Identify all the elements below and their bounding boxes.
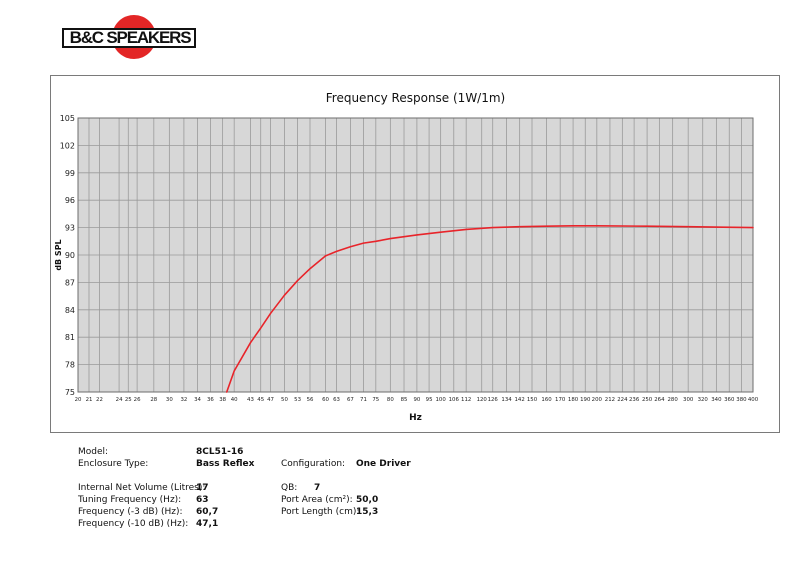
qb-value: 7 bbox=[314, 483, 321, 493]
volume-value: 17 bbox=[196, 483, 209, 493]
f3-label: Frequency (-3 dB) (Hz): bbox=[78, 507, 183, 517]
x-tick-label: 400 bbox=[748, 397, 759, 403]
x-tick-label: 45 bbox=[257, 397, 264, 403]
x-tick-label: 280 bbox=[667, 397, 678, 403]
y-tick-label: 87 bbox=[65, 278, 75, 287]
model-value: 8CL51-16 bbox=[196, 447, 244, 457]
f10-label: Frequency (-10 dB) (Hz): bbox=[78, 519, 189, 529]
y-tick-label: 96 bbox=[65, 196, 75, 205]
x-tick-label: 120 bbox=[477, 397, 488, 403]
f10-value: 47,1 bbox=[196, 519, 219, 529]
x-tick-label: 236 bbox=[629, 397, 640, 403]
port-length-value: 15,3 bbox=[356, 507, 379, 517]
volume-label: Internal Net Volume (Litres): bbox=[78, 483, 206, 493]
y-tick-label: 81 bbox=[65, 333, 75, 342]
x-tick-label: 20 bbox=[75, 397, 82, 403]
x-tick-label: 100 bbox=[435, 397, 446, 403]
x-tick-label: 106 bbox=[449, 397, 460, 403]
tuning-label: Tuning Frequency (Hz): bbox=[78, 495, 182, 505]
x-tick-label: 224 bbox=[617, 397, 628, 403]
x-tick-label: 180 bbox=[568, 397, 579, 403]
x-tick-label: 170 bbox=[555, 397, 566, 403]
x-tick-label: 360 bbox=[724, 397, 735, 403]
configuration-value: One Driver bbox=[356, 459, 411, 469]
x-tick-label: 36 bbox=[207, 397, 214, 403]
x-tick-label: 190 bbox=[580, 397, 591, 403]
port-area-label: Port Area (cm²): bbox=[281, 495, 353, 505]
response-curve bbox=[225, 224, 754, 393]
x-tick-label: 21 bbox=[86, 397, 93, 403]
x-tick-label: 95 bbox=[426, 397, 433, 403]
x-tick-label: 63 bbox=[333, 397, 340, 403]
x-tick-label: 25 bbox=[125, 397, 132, 403]
x-tick-label: 320 bbox=[698, 397, 709, 403]
x-tick-label: 134 bbox=[501, 397, 512, 403]
x-tick-label: 112 bbox=[461, 397, 471, 403]
qb-label: QB: bbox=[281, 483, 298, 493]
x-tick-label: 43 bbox=[247, 397, 254, 403]
x-tick-label: 71 bbox=[360, 397, 367, 403]
port-area-value: 50,0 bbox=[356, 495, 379, 505]
y-axis-label: dB SPL bbox=[54, 239, 63, 270]
f3-value: 60,7 bbox=[196, 507, 219, 517]
port-length-label: Port Length (cm): bbox=[281, 507, 360, 517]
x-tick-label: 28 bbox=[150, 397, 157, 403]
x-tick-label: 22 bbox=[96, 397, 103, 403]
x-tick-label: 56 bbox=[307, 397, 314, 403]
tuning-value: 63 bbox=[196, 495, 209, 505]
x-tick-label: 264 bbox=[654, 397, 665, 403]
logo-band bbox=[62, 28, 196, 48]
enclosure-label: Enclosure Type: bbox=[78, 459, 149, 469]
y-tick-label: 90 bbox=[65, 251, 75, 260]
x-tick-label: 24 bbox=[116, 397, 123, 403]
x-tick-label: 90 bbox=[413, 397, 420, 403]
x-tick-label: 26 bbox=[134, 397, 141, 403]
x-tick-label: 75 bbox=[372, 397, 379, 403]
x-tick-label: 50 bbox=[281, 397, 288, 403]
x-tick-label: 126 bbox=[488, 397, 499, 403]
x-tick-label: 150 bbox=[527, 397, 538, 403]
x-tick-label: 53 bbox=[294, 397, 301, 403]
y-tick-label: 84 bbox=[65, 306, 75, 315]
x-tick-label: 160 bbox=[541, 397, 552, 403]
x-tick-label: 85 bbox=[401, 397, 408, 403]
model-label: Model: bbox=[78, 447, 109, 457]
plot-border bbox=[77, 117, 754, 393]
x-tick-label: 67 bbox=[347, 397, 354, 403]
x-tick-label: 300 bbox=[683, 397, 694, 403]
y-tick-label: 99 bbox=[65, 169, 75, 178]
enclosure-value: Bass Reflex bbox=[196, 459, 255, 469]
brand-logo: B&C SPEAKERS bbox=[62, 15, 202, 63]
y-tick-label: 105 bbox=[60, 114, 75, 123]
y-tick-label: 75 bbox=[65, 388, 75, 397]
x-axis-label: Hz bbox=[409, 413, 422, 423]
x-tick-label: 200 bbox=[592, 397, 603, 403]
x-tick-label: 142 bbox=[515, 397, 525, 403]
x-tick-label: 40 bbox=[231, 397, 238, 403]
x-tick-label: 47 bbox=[267, 397, 274, 403]
y-tick-label: 78 bbox=[65, 361, 75, 370]
x-tick-label: 34 bbox=[194, 397, 201, 403]
x-tick-label: 380 bbox=[736, 397, 747, 403]
y-tick-label: 102 bbox=[60, 141, 75, 150]
x-tick-label: 38 bbox=[219, 397, 226, 403]
configuration-label: Configuration: bbox=[281, 459, 346, 469]
chart-title: Frequency Response (1W/1m) bbox=[326, 91, 505, 105]
x-tick-label: 340 bbox=[711, 397, 722, 403]
x-tick-label: 80 bbox=[387, 397, 394, 403]
chart-frame: 75 78 81 84 87 90 93 96 99 102 105 20 21 22 24 25 26 28 30… bbox=[50, 75, 780, 433]
x-tick-label: 212 bbox=[605, 397, 615, 403]
logo-text: B&C SPEAKERS bbox=[69, 28, 192, 47]
x-tick-label: 60 bbox=[322, 397, 329, 403]
x-tick-label: 250 bbox=[642, 397, 653, 403]
y-tick-label: 93 bbox=[65, 224, 75, 233]
x-tick-label: 30 bbox=[166, 397, 173, 403]
x-tick-label: 32 bbox=[180, 397, 187, 403]
